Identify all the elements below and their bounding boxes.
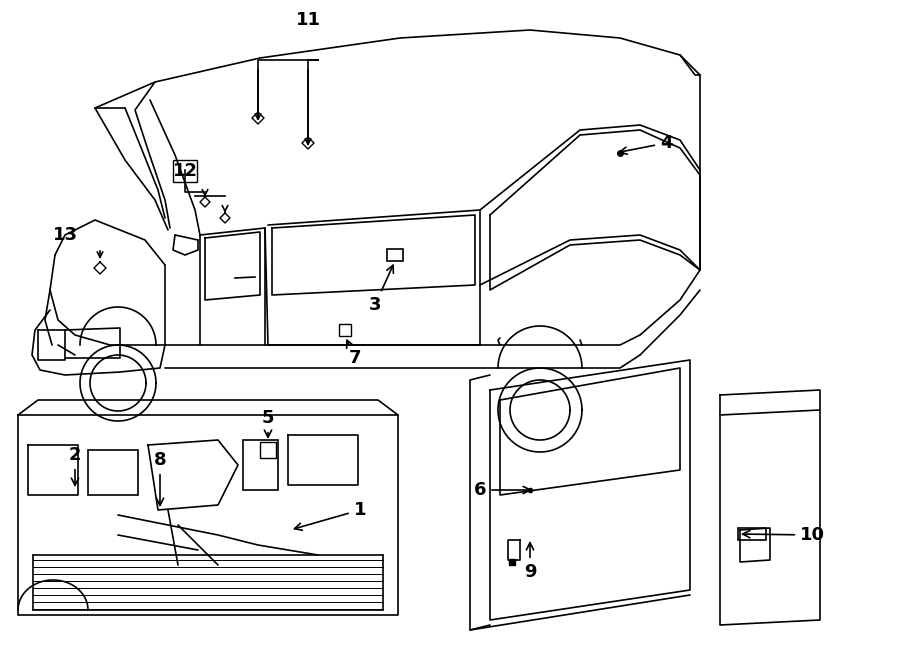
Text: 10: 10 xyxy=(742,526,825,544)
Text: 4: 4 xyxy=(619,134,672,154)
Bar xyxy=(243,440,278,490)
Text: 11: 11 xyxy=(295,11,320,29)
Text: 6: 6 xyxy=(473,481,530,499)
Text: 8: 8 xyxy=(154,451,166,506)
Bar xyxy=(387,249,403,261)
Bar xyxy=(339,324,351,336)
Text: 7: 7 xyxy=(346,340,361,367)
Text: 5: 5 xyxy=(262,409,274,438)
Text: 3: 3 xyxy=(369,265,393,314)
Bar xyxy=(88,450,138,495)
Bar xyxy=(260,442,276,458)
Text: 2: 2 xyxy=(68,446,81,485)
Bar xyxy=(738,528,766,540)
Text: 13: 13 xyxy=(52,226,77,244)
Text: 9: 9 xyxy=(524,543,536,581)
Text: 12: 12 xyxy=(173,162,197,180)
Text: 1: 1 xyxy=(294,501,366,530)
Bar xyxy=(173,160,197,182)
